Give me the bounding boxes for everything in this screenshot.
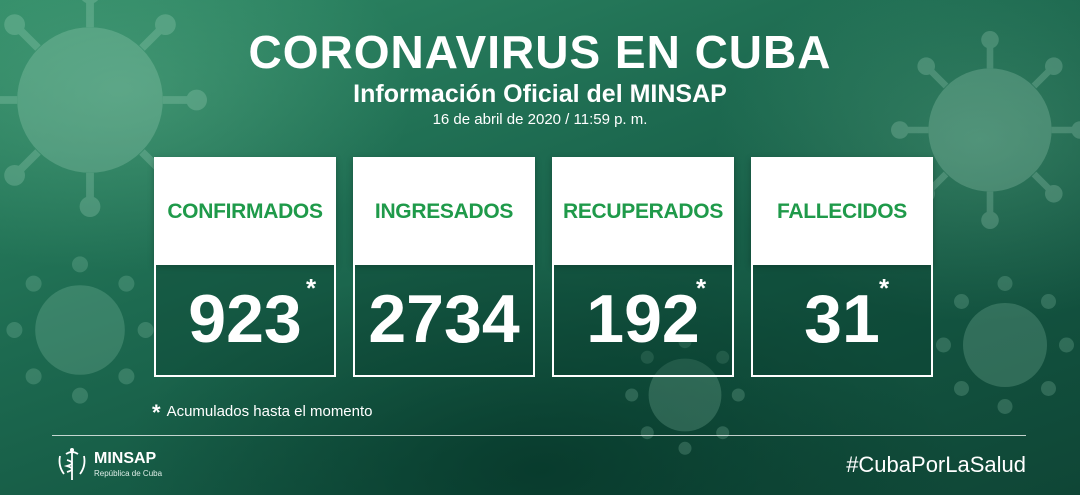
- virus-decoration-icon: [891, 31, 1080, 229]
- footnote-text: Acumulados hasta el momento: [166, 403, 373, 420]
- stat-card-header: FALLECIDOS: [751, 157, 933, 265]
- report-date: 16 de abril de 2020 / 11:59 p. m.: [432, 111, 648, 128]
- virus-decoration-icon: [0, 0, 207, 217]
- stat-card-body: 192 *: [552, 265, 734, 377]
- stat-label: CONFIRMADOS: [167, 200, 323, 223]
- caduceus-icon: [58, 448, 86, 480]
- footnote-asterisk: *: [152, 400, 161, 425]
- hashtag: #CubaPorLaSalud: [846, 452, 1026, 477]
- page-title: CORONAVIRUS EN CUBA: [248, 26, 832, 78]
- stat-card-header: INGRESADOS: [353, 157, 535, 265]
- stat-value: 923: [188, 281, 302, 357]
- stat-card-body: 2734: [353, 265, 535, 377]
- stat-card-body: 923 *: [154, 265, 336, 377]
- footnote: * Acumulados hasta el momento: [152, 400, 373, 425]
- stat-card-header: RECUPERADOS: [552, 157, 734, 265]
- stat-label: FALLECIDOS: [776, 200, 907, 223]
- stat-card-body: 31 *: [751, 265, 933, 377]
- minsap-logo: MINSAP República de Cuba: [56, 446, 176, 482]
- stat-card-recuperados: RECUPERADOS 192 *: [552, 157, 734, 377]
- stat-card-fallecidos: FALLECIDOS 31 *: [751, 157, 933, 377]
- stat-asterisk: *: [306, 273, 317, 303]
- stat-card-header: CONFIRMADOS: [154, 157, 336, 265]
- virus-decoration-icon: [936, 276, 1074, 414]
- stat-value: 2734: [368, 281, 520, 357]
- footer-divider: [52, 435, 1026, 436]
- stat-asterisk: *: [879, 273, 890, 303]
- logo-name: MINSAP: [94, 450, 157, 467]
- stat-label: RECUPERADOS: [562, 200, 724, 223]
- page-subtitle: Información Oficial del MINSAP: [353, 80, 727, 108]
- stat-card-ingresados: INGRESADOS 2734: [353, 157, 535, 377]
- stat-value: 31: [804, 281, 880, 357]
- virus-decoration-icon: [6, 256, 154, 404]
- stat-label: INGRESADOS: [374, 200, 514, 223]
- logo-subtitle: República de Cuba: [94, 469, 163, 478]
- stat-card-confirmados: CONFIRMADOS 923 *: [154, 157, 336, 377]
- stat-value: 192: [586, 281, 700, 357]
- stat-asterisk: *: [696, 273, 707, 303]
